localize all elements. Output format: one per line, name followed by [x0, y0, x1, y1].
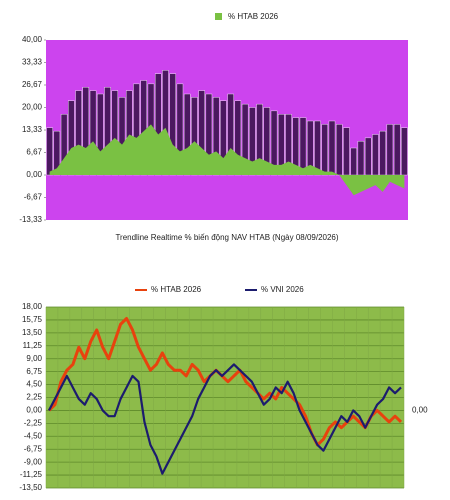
y-tick-label: -13,33 [19, 215, 42, 224]
y-tick-label: 26,67 [22, 80, 43, 89]
y-tick-label: 11,25 [23, 341, 43, 350]
y-tick-label: 6,75 [26, 367, 42, 376]
area [49, 124, 405, 196]
annotation: 0,00 [412, 406, 428, 415]
bar [401, 127, 408, 176]
y-tick-label: 15,75 [22, 315, 43, 324]
y-tick-label: -11,25 [20, 470, 43, 479]
bar [343, 127, 350, 176]
y-tick-label: 13,33 [22, 125, 43, 134]
y-tick-label: -2,25 [24, 418, 43, 427]
bar [379, 130, 386, 176]
bar [386, 124, 394, 176]
y-tick-label: -6,67 [24, 193, 43, 202]
y-tick-label: 20,00 [22, 103, 43, 112]
bar [393, 124, 401, 176]
y-tick-label: 40,00 [22, 35, 43, 44]
y-tick-label: 9,00 [26, 354, 42, 363]
bar [321, 124, 328, 176]
bar [46, 127, 53, 176]
bar [372, 134, 379, 176]
bar [299, 117, 307, 176]
y-tick-label: 18,00 [22, 302, 43, 311]
subtitle: Trendline Realtime % biến động NAV HTAB … [115, 233, 338, 242]
bar [357, 141, 365, 176]
y-tick-label: -13,50 [19, 483, 42, 492]
legend-label: % HTAB 2026 [151, 285, 202, 294]
bar [328, 120, 336, 176]
y-tick-label: 4,50 [26, 380, 42, 389]
y-tick-label: 0,00 [26, 170, 42, 179]
bar [314, 120, 321, 176]
bar [335, 124, 343, 176]
bar [350, 147, 357, 176]
legend-label: % VNI 2026 [261, 285, 304, 294]
y-tick-label: -9,00 [24, 457, 43, 466]
y-tick-label: 33,33 [22, 58, 43, 67]
y-tick-label: 13,50 [22, 328, 43, 337]
y-tick-label: 0,00 [26, 406, 42, 415]
line [48, 363, 402, 475]
y-tick-label: 2,25 [26, 393, 42, 402]
legend-swatch [215, 13, 222, 20]
y-tick-label: -4,50 [24, 431, 43, 440]
line [47, 316, 403, 447]
y-tick-label: -6,75 [24, 444, 43, 453]
y-tick-label: 6,67 [26, 148, 42, 157]
bar [364, 137, 372, 176]
legend-label: % HTAB 2026 [228, 12, 279, 21]
